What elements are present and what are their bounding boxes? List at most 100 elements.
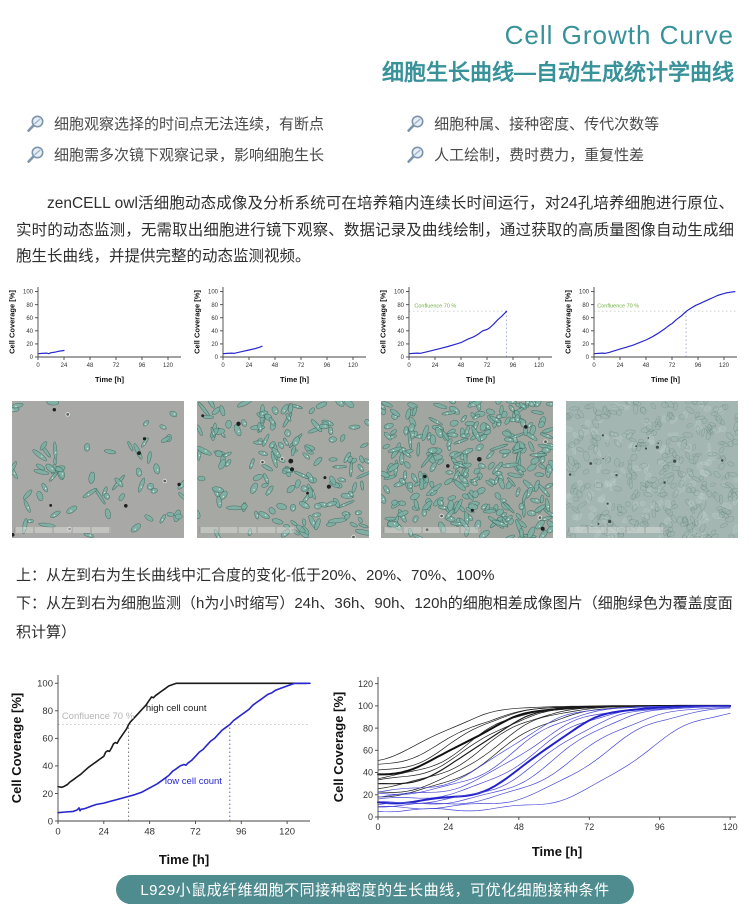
page-title-en: Cell Growth Curve [504,20,734,50]
growth-chart-20: 0 24 48 72 96 120 0 20 40 60 80 100 Time [h] Cell Cov… [193,286,367,384]
svg-text:40: 40 [397,329,404,335]
svg-text:96: 96 [655,822,665,832]
svg-text:20: 20 [212,342,219,348]
svg-text:100: 100 [394,290,405,296]
svg-text:100: 100 [208,290,219,296]
growth-chart-below-20: 0 24 48 72 96 120 0 20 40 60 80 100 Time [h] Cell Cov… [8,286,181,384]
magnifier-icon [27,115,44,132]
svg-text:120: 120 [534,363,545,369]
svg-text:120: 120 [279,827,295,838]
svg-text:96: 96 [695,363,702,369]
pain-point-text: 细胞需多次镜下观察记录，影响细胞生长 [54,147,325,164]
svg-text:96: 96 [236,827,247,838]
growth-chart-70: Confluence 70 % 0 24 48 72 96 120 0 20 40 60 80 100 T… [379,286,552,384]
svg-text:60: 60 [26,316,33,322]
caption-bottom: 下：从左到右为细胞监测（h为小时缩写）24h、36h、90h、120h的细胞相差… [16,595,733,641]
magnifier-icon [407,115,424,132]
svg-text:80: 80 [363,724,373,734]
svg-text:24: 24 [246,363,253,369]
svg-text:0: 0 [215,355,219,361]
captions: 上：从左到右为生长曲线中汇合度的变化-低于20%、20%、70%、100% 下：… [16,562,734,648]
small-growth-charts-row: 0 24 48 72 96 120 0 20 40 60 80 100 Time [h] Cell Cov… [4,281,746,385]
svg-text:120: 120 [719,363,730,369]
header: Cell Growth Curve 细胞生长曲线—自动生成统计学曲线 [0,0,750,87]
svg-text:120: 120 [163,363,174,369]
svg-text:high cell count: high cell count [146,703,207,714]
svg-text:48: 48 [643,363,650,369]
svg-text:120: 120 [358,679,373,689]
svg-text:Time [h]: Time [h] [466,375,496,384]
svg-text:Cell Coverage [%]: Cell Coverage [%] [332,692,346,803]
svg-text:Confluence 70 %: Confluence 70 % [597,303,639,309]
svg-text:24: 24 [443,822,453,832]
svg-text:96: 96 [324,363,331,369]
pain-points-list: 细胞观察选择的时间点无法连续，有断点 细胞种属、接种密度、传代次数等 细胞需多次… [26,113,730,165]
svg-text:Confluence 70 %: Confluence 70 % [62,712,135,723]
svg-text:72: 72 [190,827,201,838]
svg-text:48: 48 [87,363,94,369]
svg-text:20: 20 [363,790,373,800]
svg-text:60: 60 [397,316,404,322]
svg-text:80: 80 [212,303,219,309]
svg-text:Time [h]: Time [h] [280,375,310,384]
svg-text:60: 60 [363,746,373,756]
svg-text:0: 0 [586,355,590,361]
svg-text:Cell Coverage [%]: Cell Coverage [%] [10,693,24,804]
svg-text:low cell count: low cell count [165,776,222,787]
micro-image-36h [196,400,369,538]
svg-text:96: 96 [509,363,516,369]
magnifier-icon [407,146,424,163]
svg-text:72: 72 [298,363,305,369]
microscopy-images-row [12,400,738,538]
growth-chart-100: Confluence 70 % 0 24 48 72 96 120 0 20 40 60 80 100 T… [564,286,737,384]
svg-text:40: 40 [212,329,219,335]
svg-text:80: 80 [397,303,404,309]
svg-text:40: 40 [26,329,33,335]
svg-text:60: 60 [212,316,219,322]
svg-text:0: 0 [48,817,53,828]
svg-text:60: 60 [42,734,53,745]
svg-text:Confluence 70 %: Confluence 70 % [414,303,456,309]
svg-text:24: 24 [431,363,438,369]
svg-text:0: 0 [407,363,411,369]
page-title-zh: 细胞生长曲线—自动生成统计学曲线 [381,60,734,85]
svg-text:0: 0 [30,355,34,361]
seeding-density-comparison-chart: Confluence 70 % high cell count low cell c… [10,675,311,867]
svg-text:100: 100 [37,679,53,690]
svg-text:100: 100 [358,702,373,712]
replicate-curves-chart: 0 24 48 72 96 120 0 20 40 60 80 100 120 Time [h] Cell … [332,677,738,859]
svg-text:Time [h]: Time [h] [651,375,681,384]
pain-point-text: 细胞观察选择的时间点无法连续，有断点 [54,116,325,133]
pain-point-text: 细胞种属、接种密度、传代次数等 [434,116,660,133]
svg-text:100: 100 [579,290,590,296]
svg-text:0: 0 [55,827,60,838]
svg-text:48: 48 [514,822,524,832]
intro-paragraph: zenCELL owl活细胞动态成像及分析系统可在培养箱内连续长时间运行，对24… [16,195,734,266]
micro-image-90h [381,400,554,538]
svg-text:0: 0 [400,355,404,361]
svg-text:120: 120 [723,822,738,832]
pain-point-item: 细胞观察选择的时间点无法连续，有断点 [26,113,406,134]
svg-text:48: 48 [144,827,155,838]
magnifier-icon [27,146,44,163]
svg-text:72: 72 [113,363,120,369]
caption-top: 上：从左到右为生长曲线中汇合度的变化-低于20%、20%、70%、100% [16,566,495,584]
summary-banner: L929小鼠成纤维细胞不同接种密度的生长曲线，可优化细胞接种条件 [116,875,634,904]
svg-text:Time [h]: Time [h] [95,375,125,384]
pain-point-text: 人工绘制，费时费力，重复性差 [434,147,645,164]
svg-text:Cell Coverage [%]: Cell Coverage [%] [8,290,16,354]
svg-text:80: 80 [26,303,33,309]
svg-text:100: 100 [23,290,34,296]
svg-text:24: 24 [99,827,110,838]
svg-text:120: 120 [348,363,359,369]
micro-image-24h [12,400,184,538]
svg-text:72: 72 [483,363,490,369]
svg-text:20: 20 [42,789,53,800]
svg-text:48: 48 [272,363,279,369]
svg-text:Time [h]: Time [h] [532,844,582,859]
pain-point-item: 人工绘制，费时费力，重复性差 [406,144,730,165]
svg-text:40: 40 [363,768,373,778]
svg-text:Time [h]: Time [h] [159,852,209,867]
svg-text:48: 48 [457,363,464,369]
svg-text:0: 0 [222,363,226,369]
